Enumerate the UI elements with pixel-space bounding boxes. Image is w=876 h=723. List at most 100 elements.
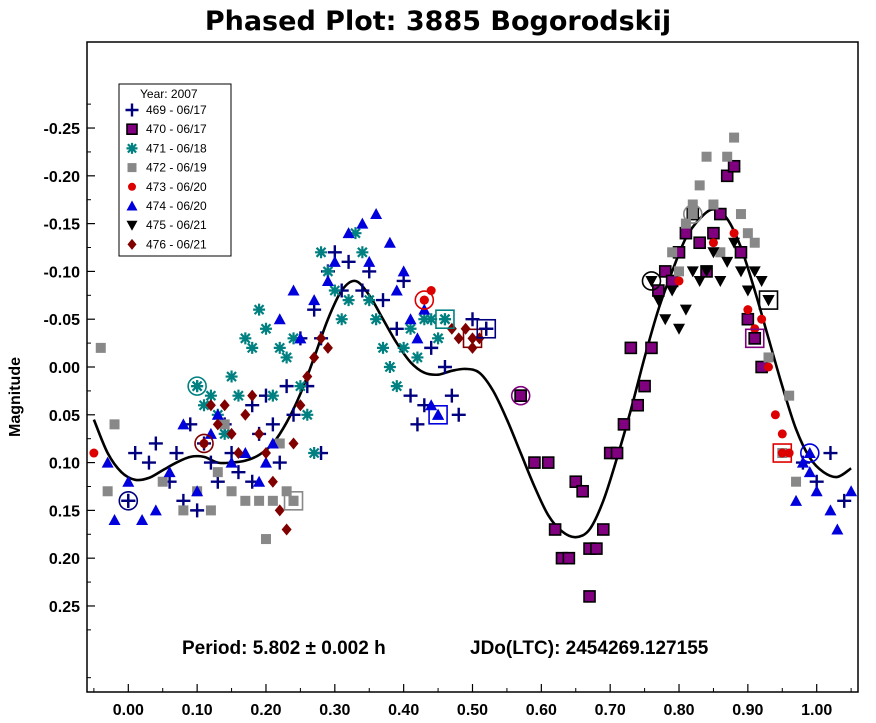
data-point [233, 447, 244, 460]
data-point [328, 255, 341, 267]
data-point [355, 283, 370, 298]
data-point [674, 266, 685, 277]
data-point [659, 314, 672, 326]
boxed-point-marker [288, 495, 299, 506]
data-point [212, 418, 223, 431]
data-point [219, 399, 230, 412]
data-point [679, 304, 692, 316]
data-point [225, 370, 238, 383]
data-point [569, 475, 583, 489]
data-point [694, 180, 705, 191]
data-point [583, 590, 596, 603]
data-point [240, 408, 251, 421]
legend-label: 470 - 06/17 [146, 122, 207, 136]
data-point [322, 341, 333, 354]
legend-marker [126, 200, 138, 211]
data-point [596, 523, 610, 536]
data-point [590, 542, 603, 555]
data-point [157, 476, 168, 487]
data-point [708, 238, 718, 248]
data-point [437, 360, 452, 374]
data-point [259, 456, 272, 468]
circled-point-ring [682, 204, 703, 224]
data-point [686, 266, 699, 278]
data-point [845, 485, 858, 497]
data-point [301, 408, 314, 421]
legend-label: 472 - 06/19 [146, 161, 207, 175]
data-point [219, 419, 230, 430]
boxed-point-frame [428, 404, 448, 425]
data-point [101, 456, 114, 468]
circled-point-ring [187, 376, 207, 396]
data-point [617, 418, 631, 431]
boxed-point-marker [438, 313, 451, 326]
data-point [714, 207, 727, 221]
x-axis-ticks: 0.00 0.10 0.20 0.30 0.40 0.50 0.60 0.70 0.80 0.90… [93, 684, 852, 719]
y-tick-label: -0.15 [44, 217, 81, 234]
data-point [198, 399, 211, 412]
series-2 [191, 227, 451, 460]
data-point [253, 475, 266, 487]
y-tick-label: 0.00 [49, 360, 80, 377]
data-point [424, 340, 439, 355]
data-point [764, 362, 774, 372]
data-point [225, 456, 238, 468]
circled-point-marker [419, 295, 429, 305]
circled-point-ring [510, 385, 531, 406]
data-point [260, 534, 271, 545]
data-point [272, 455, 287, 470]
highlight-markers-layer [118, 204, 820, 511]
data-point [328, 284, 341, 297]
data-point [741, 312, 755, 326]
boxed-point-frame [772, 443, 793, 463]
data-point [363, 294, 376, 307]
x-tick-label: 0.40 [388, 702, 419, 719]
data-point [178, 505, 189, 516]
data-point [308, 294, 321, 306]
boxed-point-frame [744, 328, 765, 349]
data-point [240, 495, 251, 506]
data-point [708, 199, 719, 210]
data-point [253, 303, 266, 316]
data-point [715, 247, 726, 258]
data-point [700, 266, 713, 278]
data-point [404, 322, 417, 335]
data-point [95, 342, 106, 353]
x-tick-label: 0.90 [732, 702, 763, 719]
data-point [335, 313, 348, 326]
data-point [824, 504, 837, 516]
legend: Year: 2007 469 - 06/17 470 - 06/17 471 - 0… [118, 83, 232, 257]
series-1 [514, 159, 768, 603]
chart-title: Phased Plot: 3885 Bogorodskij [204, 6, 672, 37]
y-tick-label: 0.05 [49, 408, 80, 425]
data-point [203, 455, 218, 470]
x-tick-label: 0.60 [526, 702, 557, 719]
data-point [274, 438, 285, 449]
data-point [302, 370, 313, 383]
data-point [279, 379, 294, 394]
epoch-annotation: JDo(LTC): 2454269.127155 [470, 638, 709, 659]
data-point [652, 295, 665, 307]
data-point [218, 427, 231, 440]
data-point [748, 266, 761, 278]
data-point [287, 332, 300, 345]
x-tick-label: 0.30 [319, 702, 350, 719]
legend-label: 469 - 06/17 [146, 103, 207, 117]
data-point [149, 504, 162, 516]
legend-title: Year: 2007 [140, 87, 198, 101]
data-point [266, 437, 279, 449]
legend-marker [127, 163, 137, 173]
data-point [205, 399, 216, 412]
boxed-point-marker [748, 332, 762, 345]
data-point [294, 332, 307, 344]
data-point [204, 389, 217, 402]
data-point [411, 332, 424, 344]
data-point [742, 228, 753, 239]
circled-point-ring [194, 433, 214, 454]
circled-point-marker [121, 493, 136, 508]
data-point [341, 254, 356, 269]
data-point [425, 313, 438, 326]
y-tick-label: -0.05 [44, 312, 81, 329]
series-6 [645, 237, 775, 335]
